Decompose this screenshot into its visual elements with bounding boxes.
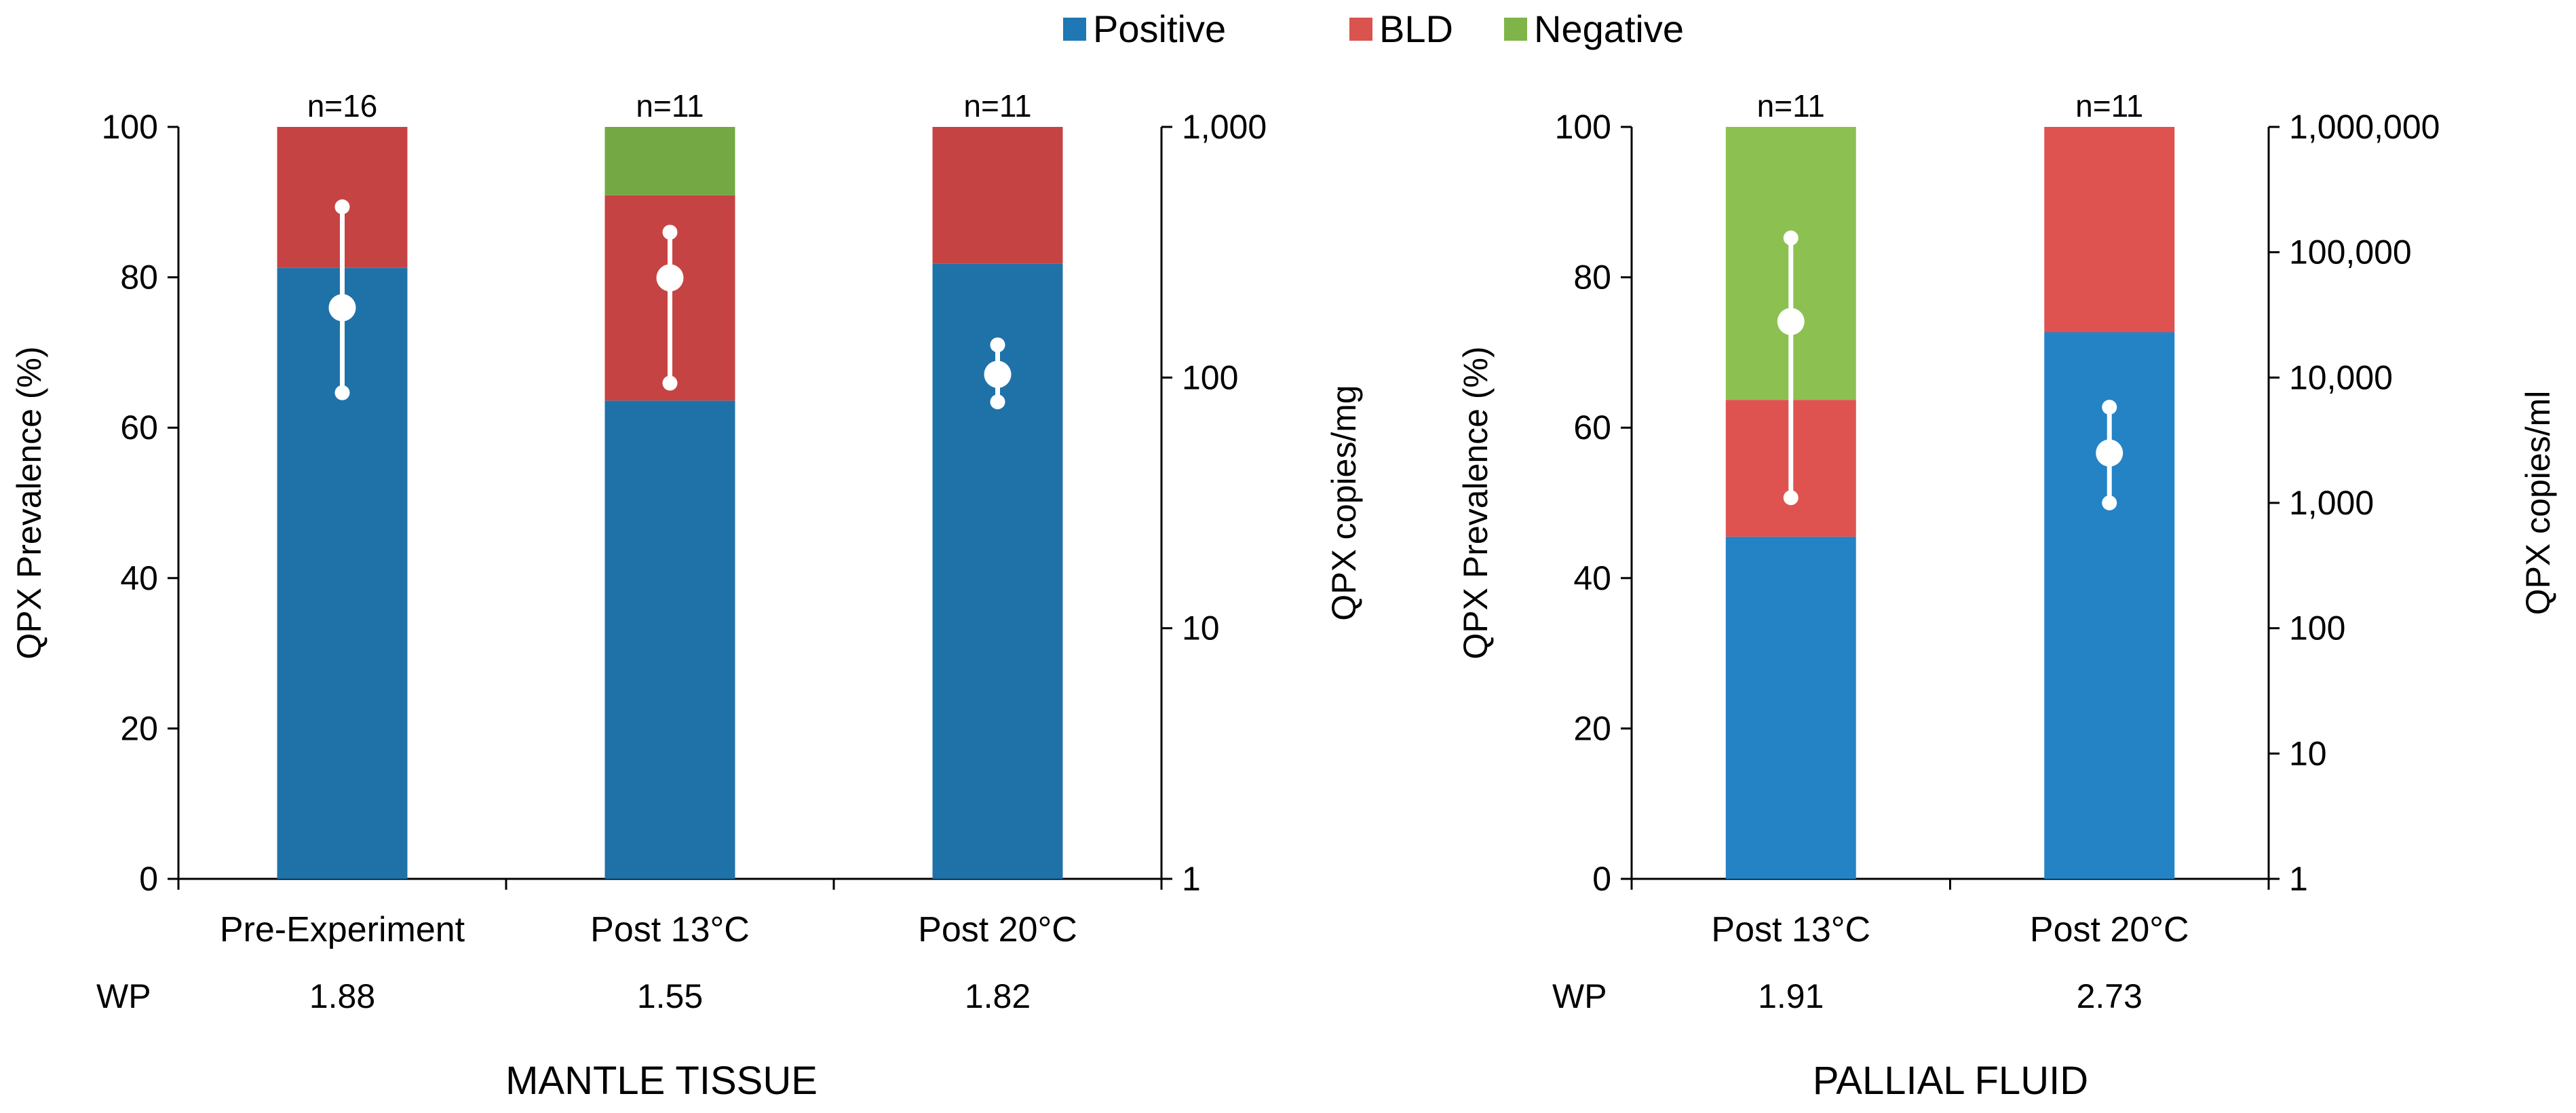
y2-tick-label: 1 (2289, 860, 2308, 898)
n-label: n=11 (963, 88, 1031, 124)
wp-label: WP (1552, 977, 1607, 1015)
category-labels: Pre-Experiment Post 13°C Post 20°C (220, 910, 1077, 949)
copies-mean-dot (2096, 439, 2123, 467)
copies-high-dot (990, 337, 1005, 353)
n-labels: n=16 n=11 n=11 (307, 88, 1032, 124)
y-tick-label: 0 (139, 860, 158, 898)
right-axis-ticks: 1 10 100 1,000 (1161, 108, 1267, 898)
category-label: Post 20°C (2030, 910, 2189, 949)
category-label: Post 20°C (918, 910, 1077, 949)
wp-value: 2.73 (2077, 977, 2142, 1015)
y2-tick-label: 1 (1182, 860, 1201, 898)
mantle-tissue-panel: 0 20 40 60 80 100 1 10 100 1,000 n=16 n=11 n=11 Pr… (10, 88, 1363, 1103)
pallial-fluid-panel: 0 20 40 60 80 100 1 10 100 1,000 10,000 100,000 1,0… (1457, 88, 2557, 1103)
category-label: Post 13°C (590, 910, 750, 949)
y2-tick-label: 10 (1182, 609, 1220, 647)
copies-low-dot (990, 394, 1005, 410)
y-tick-label: 60 (120, 409, 158, 447)
n-label: n=11 (1757, 88, 1825, 124)
wp-value: 1.55 (637, 977, 703, 1015)
n-labels: n=11 n=11 (1757, 88, 2144, 124)
y2-tick-label: 1,000 (2289, 484, 2374, 522)
copies-markers (1777, 230, 2123, 510)
n-label: n=16 (307, 88, 378, 124)
bar-bld (2044, 127, 2175, 333)
copies-high-dot (334, 199, 350, 214)
bar-positive (1725, 536, 1856, 879)
y-tick-label: 100 (1555, 108, 1611, 146)
wp-value: 1.82 (965, 977, 1031, 1015)
y2-tick-label: 100 (2289, 609, 2345, 647)
y-tick-label: 60 (1573, 409, 1611, 447)
wp-values: 1.91 2.73 (1758, 977, 2142, 1015)
legend-label-negative: Negative (1534, 7, 1684, 50)
y2-axis-label: QPX copies/ml (2519, 391, 2557, 616)
category-separators (177, 879, 1163, 890)
y-tick-label: 40 (120, 559, 158, 597)
y2-axis-label: QPX copies/mg (1325, 385, 1363, 620)
category-labels: Post 13°C Post 20°C (1711, 910, 2189, 949)
y-axis-label: QPX Prevalence (%) (10, 346, 48, 659)
legend-label-bld: BLD (1379, 7, 1453, 50)
legend-label-positive: Positive (1093, 7, 1226, 50)
legend-swatch-bld (1349, 18, 1372, 41)
left-axis-ticks: 0 20 40 60 80 100 (102, 108, 178, 898)
panel-title: PALLIAL FLUID (1813, 1059, 2088, 1103)
y2-tick-label: 100 (1182, 358, 1238, 396)
category-separators (1630, 879, 2270, 890)
copies-mean-dot (328, 294, 356, 322)
y-tick-label: 80 (120, 259, 158, 297)
bar-negative (604, 127, 735, 195)
y-tick-label: 0 (1592, 860, 1611, 898)
wp-label: WP (96, 977, 151, 1015)
wp-value: 1.91 (1758, 977, 1824, 1015)
copies-mean-dot (1777, 307, 1805, 335)
copies-mean-dot (656, 264, 684, 292)
y2-tick-label: 1,000 (1182, 108, 1267, 146)
y-axis-label: QPX Prevalence (%) (1457, 346, 1495, 659)
y-tick-label: 20 (1573, 709, 1611, 747)
y2-tick-label: 10,000 (2289, 358, 2393, 396)
category-label: Post 13°C (1711, 910, 1870, 949)
bar-positive (604, 400, 735, 879)
legend-swatch-negative (1504, 18, 1527, 41)
copies-mean-dot (984, 360, 1012, 388)
y2-tick-label: 1,000,000 (2289, 108, 2440, 146)
y-tick-label: 100 (102, 108, 158, 146)
copies-low-dot (1783, 490, 1799, 506)
category-label: Pre-Experiment (220, 910, 465, 949)
bar-bld (932, 127, 1063, 264)
y2-tick-label: 100,000 (2289, 233, 2412, 271)
legend: Positive BLD Negative (1063, 7, 1684, 50)
legend-swatch-positive (1063, 18, 1086, 41)
y-tick-label: 80 (1573, 259, 1611, 297)
legend-item-bld: BLD (1349, 7, 1453, 50)
copies-low-dot (334, 385, 350, 400)
left-axis-ticks: 0 20 40 60 80 100 (1555, 108, 1632, 898)
copies-low-dot (2102, 495, 2117, 510)
copies-high-dot (1783, 230, 1799, 246)
copies-high-dot (2102, 400, 2117, 415)
n-label: n=11 (2075, 88, 2143, 124)
y-tick-label: 40 (1573, 559, 1611, 597)
wp-values: 1.88 1.55 1.82 (309, 977, 1031, 1015)
copies-markers (328, 199, 1012, 410)
copies-low-dot (662, 375, 678, 391)
right-axis-ticks: 1 10 100 1,000 10,000 100,000 1,000,000 (2269, 108, 2440, 898)
n-label: n=11 (636, 88, 704, 124)
legend-item-negative: Negative (1504, 7, 1684, 50)
y2-tick-label: 10 (2289, 734, 2327, 772)
legend-item-positive: Positive (1063, 7, 1226, 50)
wp-value: 1.88 (309, 977, 375, 1015)
copies-high-dot (662, 225, 678, 240)
y-tick-label: 20 (120, 709, 158, 747)
panel-title: MANTLE TISSUE (505, 1059, 818, 1103)
